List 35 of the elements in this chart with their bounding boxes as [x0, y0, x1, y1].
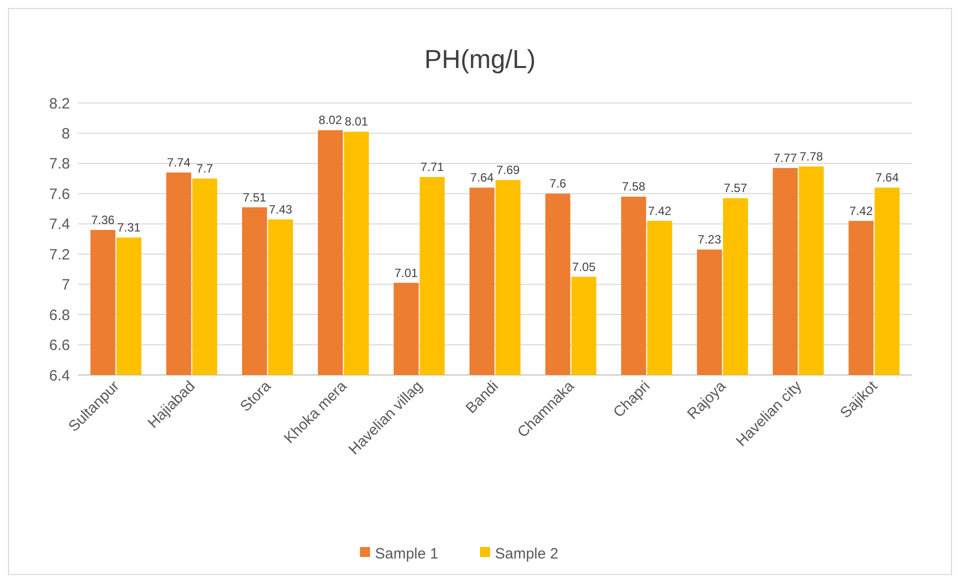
data-label: 7.7 [196, 162, 214, 176]
legend-label: Sample 1 [375, 545, 438, 562]
y-tick-label: 6.6 [49, 337, 70, 354]
y-tick-label: 6.8 [49, 306, 70, 324]
data-label: 7.57 [724, 181, 748, 196]
legend-label: Sample 2 [495, 545, 558, 562]
data-label: 7.69 [496, 163, 520, 178]
data-label: 7.42 [849, 204, 874, 218]
y-tick-label: 8 [62, 125, 70, 142]
data-label: 7.51 [242, 190, 267, 204]
data-label: 7.58 [622, 180, 646, 194]
data-label: 7.31 [117, 220, 141, 234]
data-label: 7.01 [394, 266, 418, 280]
data-label: 7.77 [774, 150, 798, 165]
data-label: 7.71 [420, 160, 444, 174]
y-tick-label: 7 [62, 276, 70, 294]
data-label: 7.36 [91, 212, 115, 227]
data-label: 7.05 [572, 260, 596, 274]
data-label: 8.01 [344, 114, 368, 129]
data-label: 7.64 [470, 170, 494, 185]
y-tick-label: 7.2 [49, 246, 70, 264]
y-tick-label: 6.4 [49, 367, 70, 384]
data-label: 8.02 [318, 113, 342, 128]
data-label: 7.43 [268, 202, 293, 216]
data-label: 7.42 [648, 204, 672, 218]
y-tick-label: 7.4 [49, 216, 70, 234]
y-tick-label: 8.2 [49, 95, 70, 112]
y-tick-label: 7.8 [49, 156, 70, 173]
data-label: 7.74 [167, 156, 191, 170]
data-label: 7.64 [875, 170, 900, 185]
chart-title: PH(mg/L) [424, 44, 536, 74]
data-label: 7.23 [698, 232, 722, 247]
y-tick-label: 7.6 [49, 186, 70, 203]
data-label: 7.78 [800, 149, 824, 164]
data-label: 7.6 [549, 176, 566, 191]
